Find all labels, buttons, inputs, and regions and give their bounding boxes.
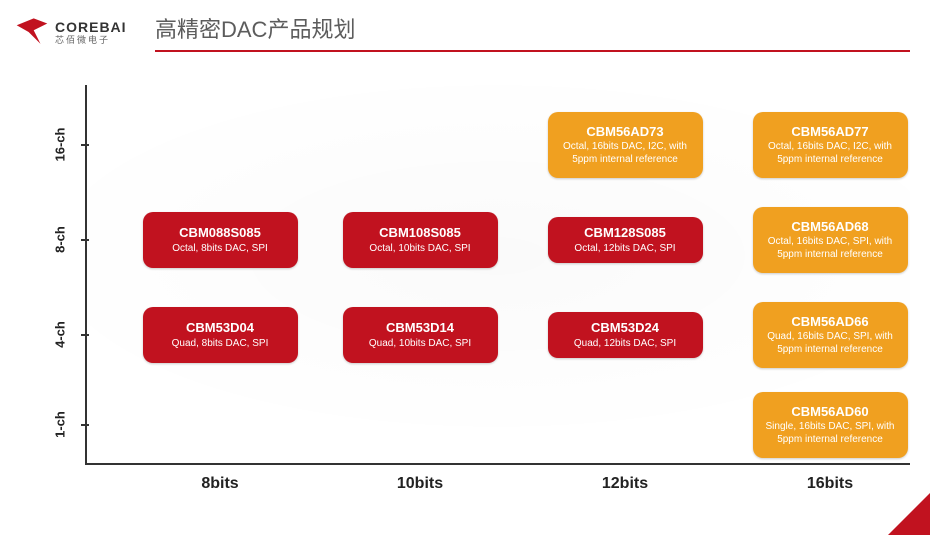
y-axis-label: 16-ch (53, 125, 68, 165)
product-name: CBM56AD73 (554, 124, 697, 140)
product-desc: Octal, 16bits DAC, SPI, with 5ppm intern… (759, 236, 902, 261)
product-card: CBM56AD68Octal, 16bits DAC, SPI, with 5p… (753, 207, 908, 273)
product-name: CBM56AD77 (759, 124, 902, 140)
brand-subname: 芯佰微电子 (55, 36, 127, 45)
product-card: CBM56AD66Quad, 16bits DAC, SPI, with 5pp… (753, 302, 908, 368)
product-card: CBM128S085 Octal, 12bits DAC, SPI (548, 217, 703, 263)
title-underline (155, 50, 910, 52)
x-axis-label: 10bits (330, 475, 510, 493)
product-desc: Quad, 8bits DAC, SPI (149, 338, 292, 351)
x-axis (85, 463, 910, 465)
product-name: CBM53D14 (349, 320, 492, 336)
x-axis-label: 16bits (740, 475, 920, 493)
product-desc: Quad, 10bits DAC, SPI (349, 338, 492, 351)
product-card: CBM56AD77Octal, 16bits DAC, I2C, with 5p… (753, 112, 908, 178)
product-desc: Octal, 10bits DAC, SPI (349, 243, 492, 256)
title-block: 高精密DAC产品规划 (155, 12, 910, 52)
product-name: CBM53D24 (554, 320, 697, 336)
header: COREBAI 芯佰微电子 高精密DAC产品规划 (0, 0, 930, 52)
brand-text: COREBAI 芯佰微电子 (55, 20, 127, 45)
y-axis-label: 8-ch (53, 220, 68, 260)
product-name: CBM56AD60 (759, 404, 902, 420)
page-title: 高精密DAC产品规划 (155, 12, 910, 50)
product-desc: Octal, 12bits DAC, SPI (554, 243, 697, 256)
brand-name: COREBAI (55, 20, 127, 34)
product-card: CBM53D24 Quad, 12bits DAC, SPI (548, 312, 703, 358)
product-card: CBM56AD73Octal, 16bits DAC, I2C, with 5p… (548, 112, 703, 178)
product-desc: Octal, 16bits DAC, I2C, with 5ppm intern… (759, 141, 902, 166)
product-name: CBM53D04 (149, 320, 292, 336)
bird-icon (15, 15, 49, 49)
product-card: CBM56AD60Single, 16bits DAC, SPI, with 5… (753, 392, 908, 458)
product-card: CBM53D14 Quad, 10bits DAC, SPI (343, 307, 498, 363)
brand-logo: COREBAI 芯佰微电子 (15, 15, 155, 49)
product-desc: Quad, 16bits DAC, SPI, with 5ppm interna… (759, 331, 902, 356)
product-name: CBM128S085 (554, 225, 697, 241)
product-card: CBM53D04 Quad, 8bits DAC, SPI (143, 307, 298, 363)
product-chart: 1-ch4-ch8-ch16-ch8bits10bits12bits16bits… (60, 85, 910, 505)
product-desc: Quad, 12bits DAC, SPI (554, 338, 697, 351)
product-name: CBM56AD66 (759, 314, 902, 330)
product-name: CBM088S085 (149, 225, 292, 241)
product-card: CBM108S085 Octal, 10bits DAC, SPI (343, 212, 498, 268)
product-name: CBM56AD68 (759, 219, 902, 235)
corner-decoration (888, 493, 930, 535)
y-axis-label: 1-ch (53, 405, 68, 445)
product-desc: Octal, 16bits DAC, I2C, with 5ppm intern… (554, 141, 697, 166)
y-tick (81, 334, 89, 336)
x-axis-label: 8bits (130, 475, 310, 493)
product-desc: Single, 16bits DAC, SPI, with 5ppm inter… (759, 421, 902, 446)
product-desc: Octal, 8bits DAC, SPI (149, 243, 292, 256)
y-axis (85, 85, 87, 465)
x-axis-label: 12bits (535, 475, 715, 493)
y-tick (81, 424, 89, 426)
y-tick (81, 144, 89, 146)
product-name: CBM108S085 (349, 225, 492, 241)
y-tick (81, 239, 89, 241)
product-card: CBM088S085 Octal, 8bits DAC, SPI (143, 212, 298, 268)
y-axis-label: 4-ch (53, 315, 68, 355)
